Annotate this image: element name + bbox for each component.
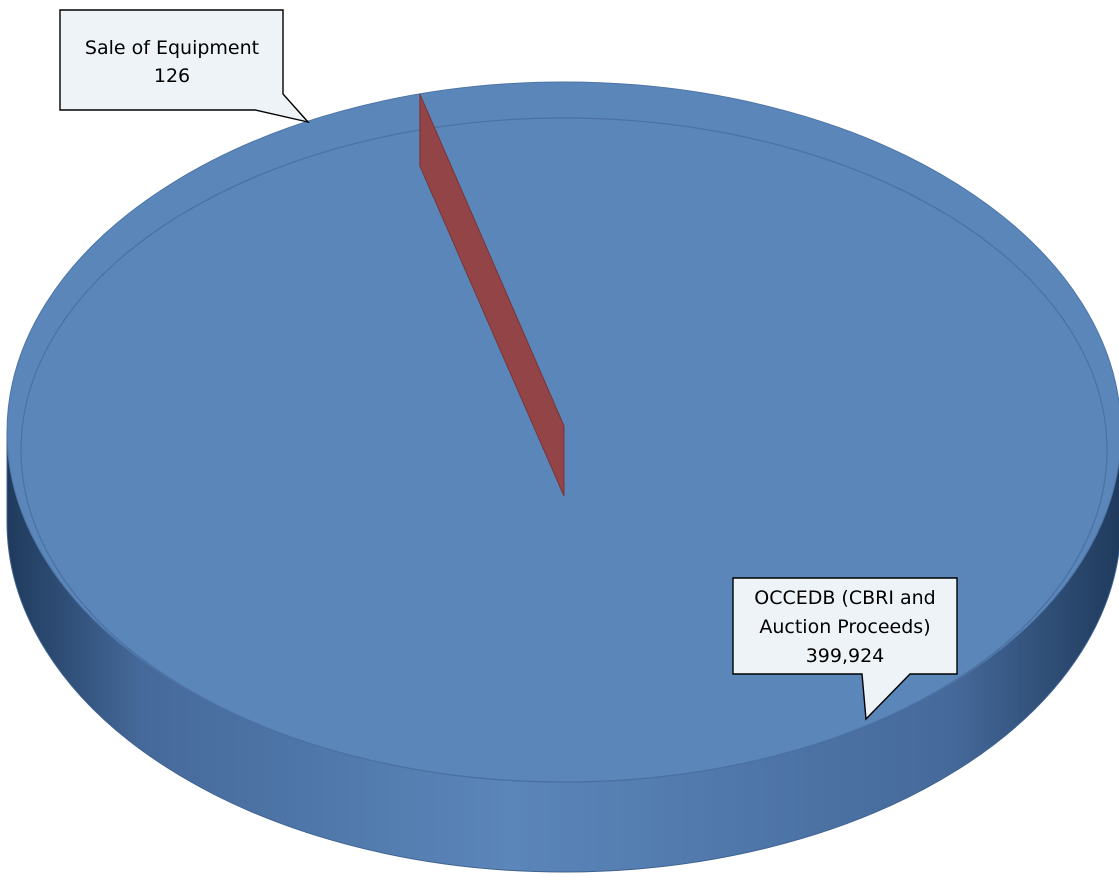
slice-value-sale-of-equipment: 126	[154, 65, 190, 87]
pie-top-rim	[20, 117, 1108, 783]
pie-layer	[6, 81, 1119, 873]
callout-box-occedb	[732, 577, 958, 721]
slice-value-occedb: 399,924	[806, 645, 885, 667]
pie-slice-sale-of-equipment	[419, 93, 565, 497]
slice-label-occedb-line1: OCCEDB (CBRI and	[754, 587, 936, 609]
callout-sale-of-equipment: Sale of Equipment 126	[59, 9, 310, 124]
slice-label-sale-of-equipment: Sale of Equipment	[85, 37, 259, 59]
callout-occedb: OCCEDB (CBRI and Auction Proceeds) 399,9…	[732, 577, 958, 721]
slice-label-occedb-line2: Auction Proceeds)	[759, 616, 930, 638]
callout-box-sale-of-equipment	[59, 9, 310, 124]
